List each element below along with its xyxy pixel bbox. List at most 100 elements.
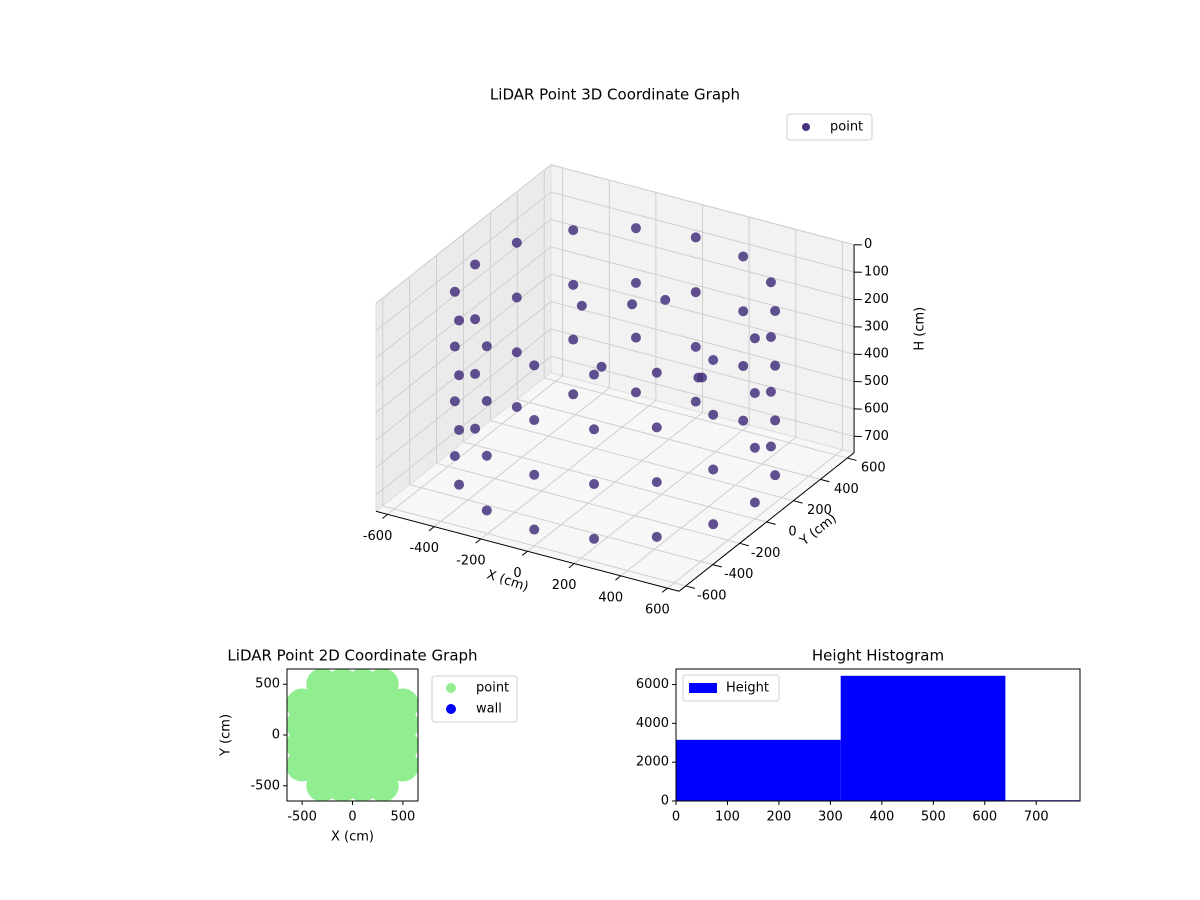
legend-marker: [802, 123, 810, 131]
point: [630, 277, 641, 288]
grid-line: [550, 301, 855, 383]
point: [589, 369, 600, 380]
point: [651, 367, 662, 378]
x-tick-label: 200: [552, 578, 577, 593]
z-tick-label: 300: [864, 319, 889, 334]
legend-box: [682, 674, 780, 702]
z-axis-label: H (cm): [913, 307, 928, 351]
grid-line: [463, 441, 767, 523]
bar: [676, 739, 841, 801]
tick-mark: [615, 575, 622, 581]
y-tick-label: -500: [250, 778, 280, 793]
chart-title: LiDAR Point 3D Coordinate Graph: [490, 86, 740, 104]
chart-title: Height Histogram: [812, 647, 944, 665]
point: [449, 286, 460, 297]
point: [589, 479, 600, 490]
y-tick-label: 6000: [636, 677, 669, 692]
point: [708, 464, 719, 475]
point: [454, 479, 465, 490]
y-tick-label: -200: [751, 546, 781, 561]
point: [529, 415, 540, 426]
point: [770, 305, 781, 316]
point: [576, 300, 587, 311]
legend-label: point: [476, 681, 509, 696]
legend-marker: [446, 683, 456, 693]
point: [481, 395, 492, 406]
point: [738, 360, 749, 371]
x-tick-label: 300: [818, 810, 843, 825]
grid-line: [375, 246, 552, 386]
x-tick-label: 200: [767, 810, 792, 825]
point: [765, 277, 776, 288]
point: [708, 409, 719, 420]
legend-marker: [446, 704, 456, 714]
point: [568, 279, 579, 290]
legend-label: point: [830, 120, 863, 135]
y-axis-line: [678, 452, 855, 592]
point: [454, 370, 465, 381]
point: [449, 396, 460, 407]
point: [386, 688, 418, 721]
point: [511, 401, 522, 412]
x-tick-label: 500: [390, 810, 415, 825]
grid-line: [550, 246, 855, 328]
tick-mark: [793, 500, 803, 504]
grid-line: [436, 462, 740, 544]
z-tick-label: 0: [864, 237, 872, 252]
z-tick-label: 100: [864, 265, 889, 280]
x-tick-label: -400: [409, 541, 439, 556]
point: [449, 341, 460, 352]
point: [651, 477, 662, 488]
point: [749, 442, 760, 453]
point: [529, 524, 540, 535]
x-axis-label: X (cm): [485, 568, 531, 596]
y-axis-label: Y (cm): [219, 714, 234, 757]
z-tick-label: 500: [864, 374, 889, 389]
point: [770, 415, 781, 426]
point: [529, 360, 540, 371]
point: [470, 314, 481, 325]
y-tick-label: 2000: [636, 755, 669, 770]
point: [589, 533, 600, 544]
legend-box: [786, 113, 873, 141]
point: [697, 372, 708, 383]
point: [738, 415, 749, 426]
point: [449, 451, 460, 462]
x-tick-label: 700: [1024, 810, 1049, 825]
point: [660, 294, 671, 305]
point: [511, 237, 522, 248]
x-tick-label: -500: [287, 810, 317, 825]
grid-line: [550, 273, 855, 355]
x-tick-label: -600: [363, 529, 393, 544]
y-tick-label: 400: [834, 482, 859, 497]
y-tick-label: -400: [724, 567, 754, 582]
grid-line: [375, 301, 552, 441]
point: [765, 332, 776, 343]
x-tick-label: 100: [715, 810, 740, 825]
point: [596, 361, 607, 372]
grid-line: [409, 484, 713, 566]
tick-mark: [739, 542, 749, 547]
point: [770, 360, 781, 371]
grid-line: [375, 164, 552, 304]
grid-line: [544, 377, 848, 459]
plot-area: [287, 669, 418, 801]
x-tick-label: 400: [869, 810, 894, 825]
point: [690, 341, 701, 352]
point: [568, 334, 579, 345]
chart-title: LiDAR Point 2D Coordinate Graph: [227, 647, 477, 665]
point: [454, 315, 465, 326]
point: [708, 354, 719, 365]
point: [651, 422, 662, 433]
z-tick-label: 700: [864, 429, 889, 444]
plot-frame: [675, 668, 1081, 802]
grid-line: [550, 218, 855, 300]
x-axis-line: [375, 510, 680, 592]
point: [749, 333, 760, 344]
grid-line: [382, 505, 686, 587]
point: [690, 396, 701, 407]
x-tick-label: 0: [513, 566, 521, 581]
tick-mark: [475, 538, 482, 544]
y-tick-label: 500: [255, 677, 280, 692]
tick-mark: [661, 587, 668, 593]
